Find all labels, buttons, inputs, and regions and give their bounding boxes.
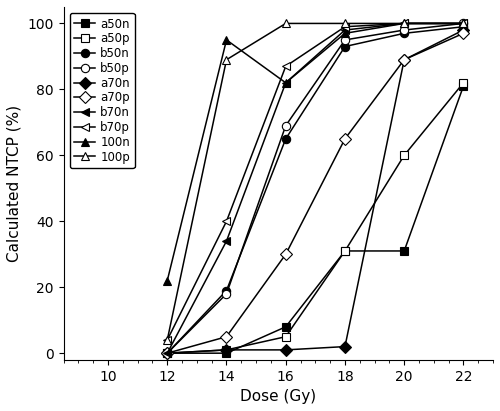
Line: b70p: b70p	[163, 19, 468, 344]
a50n	[282, 324, 288, 329]
Line: b50p: b50p	[163, 19, 468, 357]
b50p	[342, 37, 348, 42]
100p	[282, 21, 288, 26]
a50p	[282, 334, 288, 339]
100n	[460, 21, 466, 26]
a70n	[401, 57, 407, 62]
b70n	[282, 80, 288, 85]
Y-axis label: Calculated NTCP (%): Calculated NTCP (%)	[7, 105, 22, 262]
a70p	[164, 351, 170, 356]
b70p	[164, 337, 170, 342]
b50n	[224, 288, 230, 293]
a50n	[460, 83, 466, 88]
a70p	[460, 31, 466, 36]
X-axis label: Dose (Gy): Dose (Gy)	[240, 389, 316, 404]
b50n	[164, 351, 170, 356]
a70n	[224, 347, 230, 352]
b50n	[460, 24, 466, 29]
a70p	[224, 334, 230, 339]
b50p	[224, 291, 230, 296]
100p	[164, 337, 170, 342]
a70n	[460, 28, 466, 32]
a70n	[164, 351, 170, 356]
Line: a50n: a50n	[163, 82, 468, 357]
a50n	[342, 249, 348, 254]
Line: a50p: a50p	[163, 79, 468, 357]
Line: a70p: a70p	[163, 29, 468, 357]
a50p	[460, 80, 466, 85]
Line: 100n: 100n	[163, 19, 468, 285]
a70p	[401, 57, 407, 62]
a50p	[224, 347, 230, 352]
100p	[342, 21, 348, 26]
100n	[282, 80, 288, 85]
b70p	[342, 24, 348, 29]
100p	[401, 21, 407, 26]
b50p	[282, 123, 288, 128]
100n	[164, 278, 170, 283]
a70p	[282, 252, 288, 257]
a50p	[401, 153, 407, 158]
a50p	[342, 249, 348, 254]
100n	[224, 37, 230, 42]
Line: a70n: a70n	[163, 26, 468, 357]
100n	[342, 31, 348, 36]
b50p	[164, 351, 170, 356]
b50n	[342, 44, 348, 49]
b70p	[282, 64, 288, 69]
b70n	[460, 21, 466, 26]
a50n	[164, 351, 170, 356]
Line: 100p: 100p	[163, 19, 468, 344]
100p	[224, 57, 230, 62]
Line: b50n: b50n	[163, 23, 468, 357]
b50n	[401, 31, 407, 36]
100p	[460, 21, 466, 26]
a50n	[224, 351, 230, 356]
a70n	[342, 344, 348, 349]
b70n	[164, 351, 170, 356]
Line: b70n: b70n	[163, 19, 468, 357]
a50n	[401, 249, 407, 254]
a70n	[282, 347, 288, 352]
b70n	[224, 239, 230, 244]
b50p	[460, 21, 466, 26]
b70p	[460, 21, 466, 26]
b50p	[401, 28, 407, 32]
b50n	[282, 136, 288, 141]
b70p	[401, 21, 407, 26]
b70n	[342, 28, 348, 32]
b70p	[224, 219, 230, 224]
a50p	[164, 351, 170, 356]
a70p	[342, 136, 348, 141]
b70n	[401, 21, 407, 26]
Legend: a50n, a50p, b50n, b50p, a70n, a70p, b70n, b70p, 100n, 100p: a50n, a50p, b50n, b50p, a70n, a70p, b70n…	[70, 13, 135, 168]
100n	[401, 21, 407, 26]
